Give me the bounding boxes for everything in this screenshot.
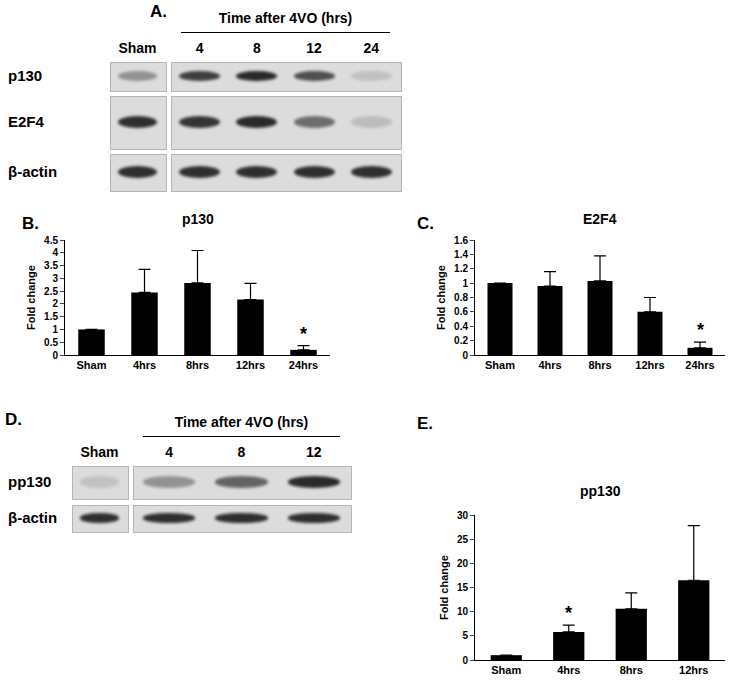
html-text:β-actin: β-actin bbox=[8, 509, 58, 526]
svg-text:0.6: 0.6 bbox=[454, 306, 468, 317]
html-text:8: 8 bbox=[237, 444, 246, 460]
svg-text:1: 1 bbox=[462, 278, 468, 289]
svg-text:Sham: Sham bbox=[485, 359, 515, 371]
html-text:A.: A. bbox=[150, 2, 167, 21]
svg-text:2.5: 2.5 bbox=[44, 286, 58, 297]
svg-text:Sham: Sham bbox=[77, 359, 107, 371]
svg-text:4hrs: 4hrs bbox=[538, 359, 561, 371]
svg-text:Fold change: Fold change bbox=[25, 265, 37, 330]
svg-text:1.4: 1.4 bbox=[454, 249, 468, 260]
svg-text:p130: p130 bbox=[182, 211, 214, 227]
html-text:Sham: Sham bbox=[118, 40, 157, 56]
svg-text:12hrs: 12hrs bbox=[236, 359, 265, 371]
svg-text:0: 0 bbox=[52, 350, 58, 361]
svg-text:2: 2 bbox=[52, 298, 58, 309]
svg-text:0: 0 bbox=[462, 350, 468, 361]
svg-text:C.: C. bbox=[417, 214, 434, 233]
svg-text:1.6: 1.6 bbox=[454, 235, 468, 246]
html-text:12: 12 bbox=[306, 40, 322, 56]
svg-text:E.: E. bbox=[417, 414, 433, 433]
svg-text:1.2: 1.2 bbox=[454, 263, 468, 274]
svg-text:B.: B. bbox=[22, 214, 39, 233]
svg-text:E2F4: E2F4 bbox=[583, 211, 617, 227]
html-text:Time after 4VO (hrs): Time after 4VO (hrs) bbox=[218, 10, 353, 26]
html-text:p130: p130 bbox=[8, 67, 43, 84]
html-text:β-actin: β-actin bbox=[8, 163, 58, 180]
svg-text:8hrs: 8hrs bbox=[588, 359, 611, 371]
svg-text:10: 10 bbox=[457, 606, 469, 617]
svg-text:24hrs: 24hrs bbox=[685, 359, 714, 371]
svg-text:24hrs: 24hrs bbox=[289, 359, 318, 371]
svg-text:4hrs: 4hrs bbox=[557, 664, 580, 676]
svg-text:3.5: 3.5 bbox=[44, 260, 58, 271]
html-text:24: 24 bbox=[363, 40, 380, 56]
svg-text:*: * bbox=[300, 324, 307, 344]
svg-text:0.5: 0.5 bbox=[44, 337, 58, 348]
html-text:Time after 4VO (hrs): Time after 4VO (hrs) bbox=[174, 414, 309, 430]
svg-text:3: 3 bbox=[52, 273, 58, 284]
html-text:Sham: Sham bbox=[80, 444, 119, 460]
svg-text:1.5: 1.5 bbox=[44, 311, 58, 322]
html-text:8: 8 bbox=[253, 40, 261, 56]
html-text:pp130: pp130 bbox=[8, 473, 52, 490]
html-text:12: 12 bbox=[306, 444, 322, 460]
html-text:4: 4 bbox=[195, 40, 204, 56]
html-text:E2F4: E2F4 bbox=[8, 113, 44, 130]
svg-text:*: * bbox=[697, 320, 704, 340]
html-text:4: 4 bbox=[165, 444, 173, 460]
svg-text:*: * bbox=[565, 603, 572, 623]
svg-text:pp130: pp130 bbox=[580, 483, 621, 499]
svg-text:4.5: 4.5 bbox=[44, 235, 58, 246]
svg-text:25: 25 bbox=[457, 534, 469, 545]
svg-text:4hrs: 4hrs bbox=[133, 359, 156, 371]
svg-text:12hrs: 12hrs bbox=[635, 359, 664, 371]
svg-text:Fold change: Fold change bbox=[438, 555, 450, 620]
svg-text:0.4: 0.4 bbox=[454, 321, 468, 332]
svg-text:Fold change: Fold change bbox=[435, 265, 447, 330]
svg-text:4: 4 bbox=[52, 247, 58, 258]
svg-text:8hrs: 8hrs bbox=[186, 359, 209, 371]
svg-text:0.8: 0.8 bbox=[454, 292, 468, 303]
svg-text:12hrs: 12hrs bbox=[679, 664, 708, 676]
svg-text:Sham: Sham bbox=[491, 664, 521, 676]
svg-text:0: 0 bbox=[462, 655, 468, 666]
svg-text:20: 20 bbox=[457, 558, 469, 569]
svg-text:0.2: 0.2 bbox=[454, 335, 468, 346]
svg-text:5: 5 bbox=[462, 630, 468, 641]
svg-text:15: 15 bbox=[457, 582, 469, 593]
svg-text:8hrs: 8hrs bbox=[620, 664, 643, 676]
svg-text:1: 1 bbox=[52, 324, 58, 335]
svg-text:30: 30 bbox=[457, 510, 469, 521]
html-text:D.: D. bbox=[5, 410, 22, 429]
